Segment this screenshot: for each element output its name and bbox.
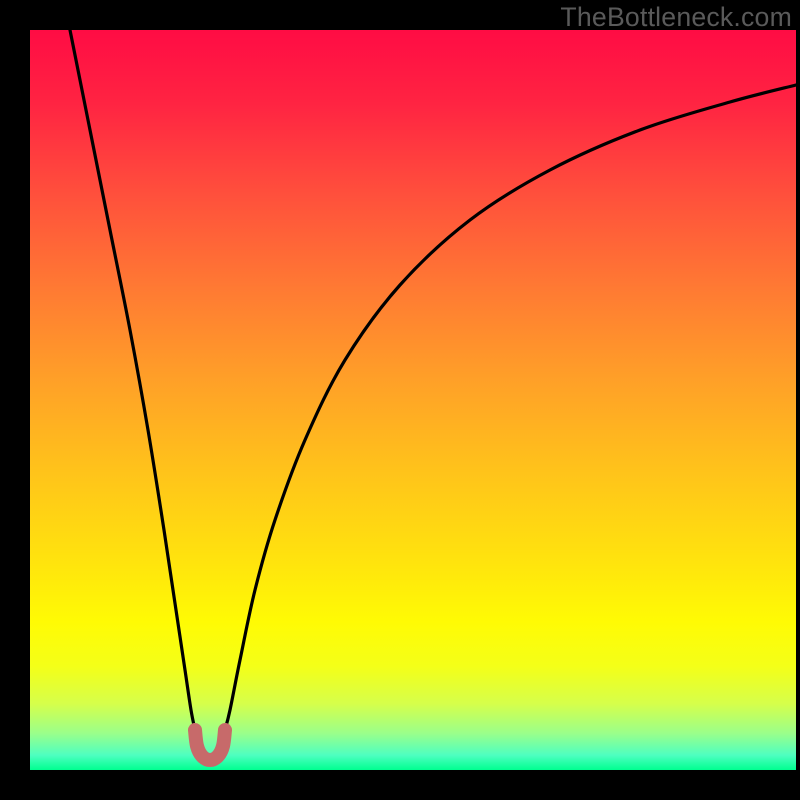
curve-right-branch: [225, 85, 796, 730]
curve-left-branch: [70, 30, 195, 730]
plot-area: [30, 30, 796, 770]
watermark-text: TheBottleneck.com: [560, 2, 792, 33]
trough-marker: [195, 730, 225, 760]
chart-svg: [30, 30, 796, 770]
